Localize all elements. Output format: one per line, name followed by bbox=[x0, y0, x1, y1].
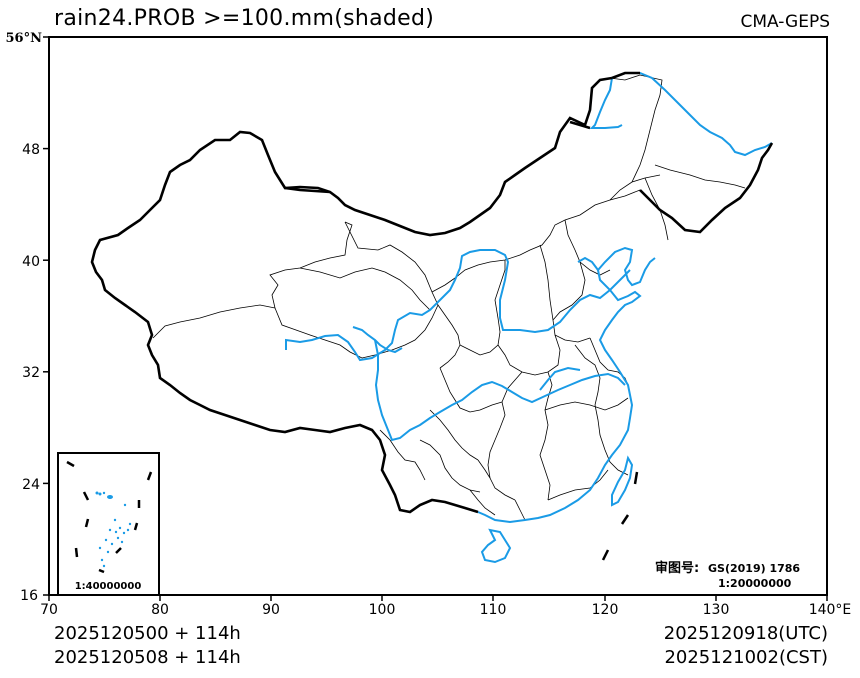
main-scale: 1:20000000 bbox=[718, 577, 792, 590]
inset-islands bbox=[95, 491, 132, 568]
province-boundaries bbox=[152, 74, 746, 521]
inset-frame bbox=[57, 452, 160, 596]
y-axis bbox=[43, 36, 49, 596]
island-dashes bbox=[601, 471, 639, 561]
chart-title: rain24.PROB >=100.mm(shaded) bbox=[54, 6, 435, 31]
approval-label: 审图号: bbox=[655, 560, 699, 576]
inset-scale: 1:40000000 bbox=[75, 581, 142, 592]
x-tick-80: 80 bbox=[151, 602, 169, 618]
x-tick-90: 90 bbox=[262, 602, 280, 618]
approval-number: GS(2019) 1786 bbox=[708, 562, 800, 575]
x-tick-120: 120 bbox=[592, 602, 619, 618]
y-tick-labels: 56°N 48 40 32 24 16 bbox=[6, 31, 43, 604]
national-border bbox=[90, 71, 774, 514]
init-cst: 2025120508 + 114h bbox=[54, 647, 241, 668]
approval-note: 审图号: GS(2019) 1786 1:20000000 bbox=[655, 560, 800, 590]
model-label: CMA-GEPS bbox=[740, 12, 830, 32]
plot-frame bbox=[48, 36, 828, 596]
x-tick-130: 130 bbox=[703, 602, 730, 618]
init-utc: 2025120500 + 114h bbox=[54, 623, 241, 644]
y-tick-48: 48 bbox=[22, 142, 40, 158]
x-tick-100: 100 bbox=[369, 602, 396, 618]
y-tick-16: 16 bbox=[20, 588, 38, 604]
x-tick-140: 140°E bbox=[809, 602, 852, 618]
init-time: 2025120500 + 114h 2025120508 + 114h bbox=[54, 622, 241, 670]
south-china-sea-inset: 1:40000000 bbox=[57, 452, 160, 596]
valid-utc: 2025120918(UTC) bbox=[663, 623, 828, 644]
inset-dashes bbox=[66, 460, 153, 574]
y-tick-32: 32 bbox=[22, 365, 40, 381]
y-tick-24: 24 bbox=[22, 477, 40, 493]
y-tick-56: 56°N bbox=[6, 31, 43, 46]
x-tick-70: 70 bbox=[40, 602, 58, 618]
valid-time: 2025120918(UTC) 2025121002(CST) bbox=[664, 622, 828, 670]
x-tick-110: 110 bbox=[480, 602, 507, 618]
rivers-coastline bbox=[63, 72, 773, 564]
y-tick-40: 40 bbox=[22, 254, 40, 270]
x-tick-labels: 70 80 90 100 110 120 130 140°E bbox=[40, 602, 851, 618]
x-axis bbox=[48, 595, 828, 601]
valid-cst: 2025121002(CST) bbox=[664, 647, 828, 668]
